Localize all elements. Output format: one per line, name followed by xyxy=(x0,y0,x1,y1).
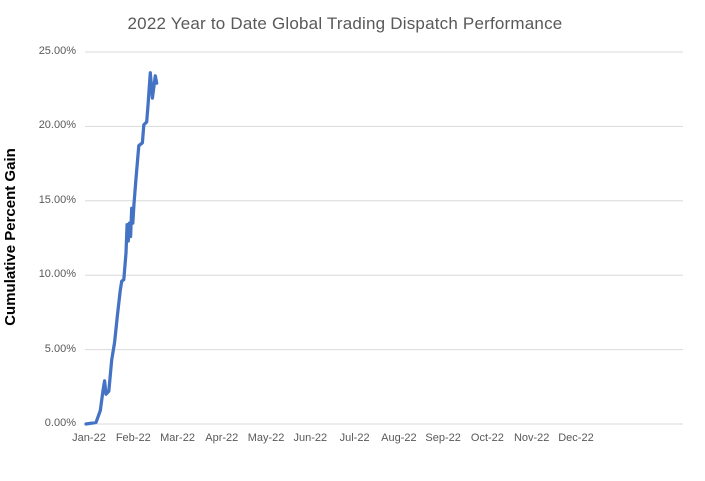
x-tick-label: May-22 xyxy=(247,432,285,444)
x-tick-label: Jul-22 xyxy=(339,432,370,444)
performance-line xyxy=(84,71,159,426)
x-tick-label: Jan-22 xyxy=(72,432,106,444)
y-tick-label: 0.00% xyxy=(44,417,76,429)
x-tick-label: Sep-22 xyxy=(425,432,461,444)
x-tick-label: Mar-22 xyxy=(160,432,195,444)
x-tick-label: Feb-22 xyxy=(115,432,151,444)
x-tick-label: Apr-22 xyxy=(205,432,239,444)
y-tick-label: 25.00% xyxy=(38,45,76,57)
x-tick-label: Aug-22 xyxy=(381,432,417,444)
y-tick-label: 15.00% xyxy=(38,193,76,206)
y-tick-label: 10.00% xyxy=(38,268,76,281)
x-tick-label: Dec-22 xyxy=(558,432,594,444)
chart-title: 2022 Year to Date Global Trading Dispatc… xyxy=(127,14,563,33)
x-tick-label: Nov-22 xyxy=(513,432,550,444)
y-tick-label: 20.00% xyxy=(38,119,76,132)
x-tick-label: Oct-22 xyxy=(470,432,504,444)
y-tick-label: 5.00% xyxy=(44,342,76,355)
x-tick-label: Jun-22 xyxy=(293,432,328,444)
